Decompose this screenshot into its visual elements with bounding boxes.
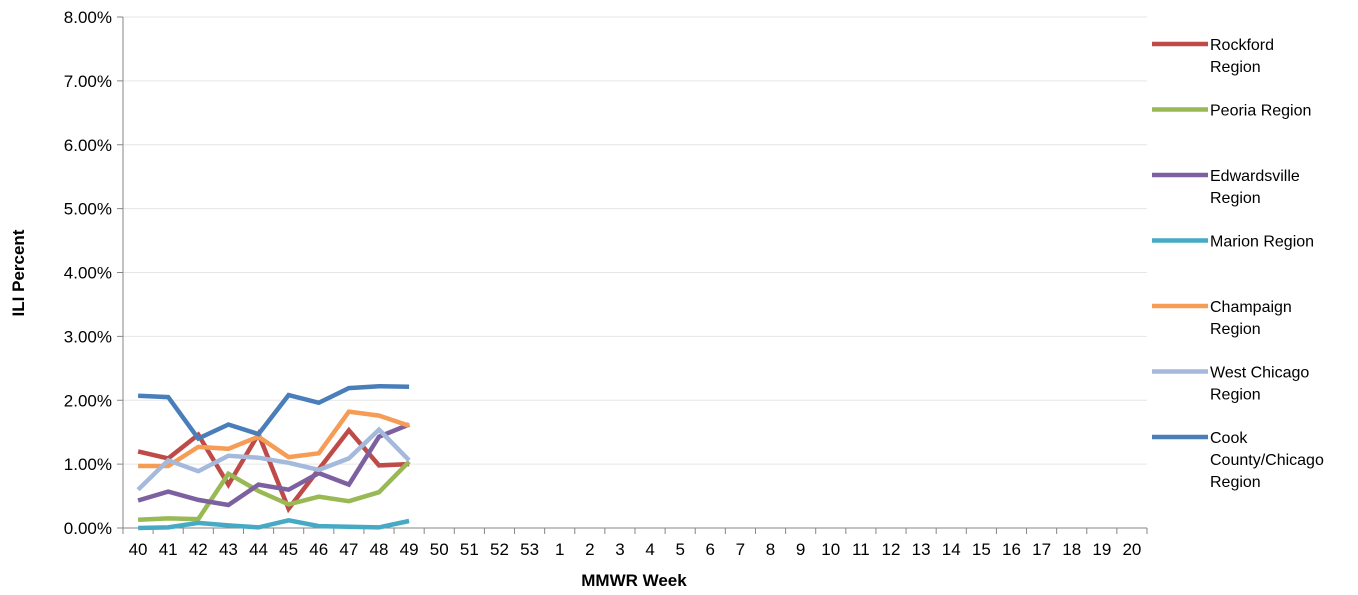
y-tick-label: 5.00% (64, 200, 112, 219)
x-tick-label: 46 (309, 540, 328, 559)
x-tick-label: 5 (675, 540, 684, 559)
series-line-edwardsville-region (137, 422, 410, 508)
x-tick-label: 13 (912, 540, 931, 559)
x-tick-label: 11 (852, 540, 870, 559)
x-tick-label: 2 (585, 540, 594, 559)
series-line-west-chicago-region (136, 426, 411, 492)
x-tick-label: 1 (555, 540, 564, 559)
legend-label-marion-region: Marion Region (1210, 234, 1314, 251)
x-tick-labels: 40 41 42 43 44 45 46 47 48 49 50 51 52 53 1 2 3 4 5 6 7 8 9 10 1… (129, 540, 1142, 559)
x-tick-label: 17 (1032, 540, 1051, 559)
series-lines (136, 383, 411, 531)
x-tick-label: 49 (400, 540, 419, 559)
x-tick-label: 15 (972, 540, 991, 559)
gridlines (123, 16, 1147, 465)
legend-label-rockford-region: Rockford Region (1210, 37, 1274, 76)
legend-label-west-chicago-region: West Chicago Region (1210, 365, 1309, 404)
x-tick-label: 16 (1002, 540, 1021, 559)
x-tick-label: 10 (821, 540, 840, 559)
x-tick-label: 53 (520, 540, 539, 559)
x-tick-label: 3 (615, 540, 624, 559)
series-line-champaign-region (138, 409, 410, 469)
x-tick-label: 48 (370, 540, 389, 559)
x-tick-label: 19 (1092, 540, 1111, 559)
legend-label-peoria-region: Peoria Region (1210, 103, 1311, 120)
x-tick-label: 45 (279, 540, 298, 559)
series-line-rockford-region (137, 426, 410, 514)
legend-label-champaign-region: Champaign Region (1210, 299, 1292, 338)
x-tick-label: 51 (460, 540, 479, 559)
y-axis-title: ILI Percent (9, 229, 28, 316)
y-tick-label: 7.00% (64, 72, 112, 91)
x-tick-label: 47 (339, 540, 358, 559)
series-line-cook-county-chicago-region (138, 383, 410, 442)
x-tick-label: 20 (1122, 540, 1141, 559)
x-tick-label: 4 (645, 540, 654, 559)
y-tick-label: 8.00% (64, 8, 112, 27)
y-tick-labels: 0.00% 1.00% 2.00% 3.00% 4.00% 5.00% 6.00% 7.00%… (64, 8, 112, 538)
x-tick-label: 41 (159, 540, 178, 559)
legend: Rockford Region Peoria Region Edwardsville R… (1152, 37, 1324, 491)
y-tick-label: 1.00% (64, 455, 112, 474)
x-tick-label: 7 (736, 540, 745, 559)
y-tick-label: 6.00% (64, 136, 112, 155)
x-tick-label: 52 (490, 540, 509, 559)
series-line-peoria-region (138, 460, 411, 522)
x-tick-label: 6 (706, 540, 715, 559)
x-tick-label: 14 (942, 540, 961, 559)
legend-label-edwardsville-region: Edwardsville Region (1210, 168, 1300, 207)
x-tick-label: 50 (430, 540, 449, 559)
x-tick-label: 18 (1062, 540, 1081, 559)
y-tick-label: 4.00% (64, 264, 112, 283)
axes (117, 16, 1148, 534)
x-axis-title: MMWR Week (581, 571, 687, 590)
y-tick-label: 3.00% (64, 327, 112, 346)
x-tick-label: 43 (219, 540, 238, 559)
y-tick-label: 0.00% (64, 519, 112, 538)
x-tick-label: 12 (882, 540, 901, 559)
x-tick-label: 44 (249, 540, 268, 559)
legend-label-cook-county-chicago-region: Cook County/Chicago Region (1210, 430, 1324, 491)
x-tick-label: 8 (766, 540, 775, 559)
y-tick-label: 2.00% (64, 391, 112, 410)
x-tick-label: 40 (129, 540, 148, 559)
x-tick-label: 9 (796, 540, 805, 559)
x-tick-label: 42 (189, 540, 208, 559)
series-line-marion-region (138, 517, 410, 531)
